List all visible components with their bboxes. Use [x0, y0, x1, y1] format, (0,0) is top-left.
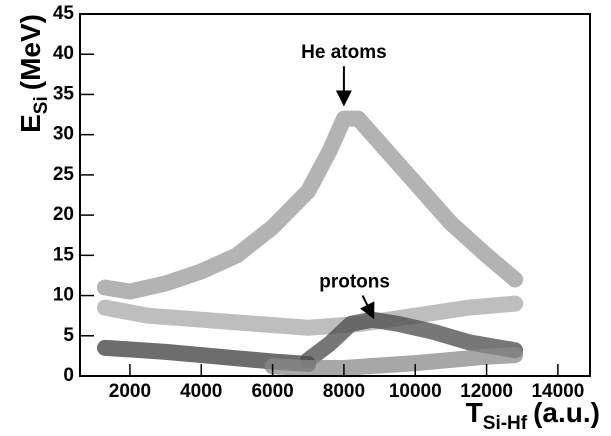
plot-frame [79, 13, 591, 377]
annotation: He atoms [301, 42, 387, 63]
y-axis-label: ESi (MeV) [15, 14, 52, 133]
x-tick-label: 14000 [531, 381, 584, 402]
y-tick-label: 45 [53, 3, 75, 24]
x-tick-label: 4000 [180, 381, 222, 402]
y-tick-label: 40 [53, 43, 74, 64]
y-tick-label: 35 [53, 83, 75, 104]
y-tick-label: 10 [53, 285, 74, 306]
x-tick-label: 12000 [460, 381, 513, 402]
x-axis-label-main: T [466, 397, 483, 428]
density-band [264, 347, 524, 376]
y-tick-label: 0 [63, 365, 74, 386]
y-axis-label-main: E [15, 114, 46, 133]
x-tick-label: 10000 [389, 381, 442, 402]
density-band [96, 295, 524, 336]
y-tick-label: 25 [53, 164, 75, 185]
y-tick-label: 30 [53, 124, 74, 145]
y-tick-label: 5 [63, 325, 74, 346]
y-axis-label-sub: Si [31, 96, 52, 114]
x-tick-label: 8000 [323, 381, 365, 402]
y-tick-label: 15 [53, 244, 75, 265]
y-tick-label: 20 [53, 204, 74, 225]
x-axis-label-unit: (a.u.) [533, 397, 600, 428]
x-axis-label: TSi-Hf (a.u.) [466, 397, 600, 434]
plot-area [96, 110, 524, 376]
density-band [300, 311, 524, 368]
x-tick-label: 2000 [109, 381, 151, 402]
density-band [96, 110, 524, 300]
y-axis-label-unit: (MeV) [15, 14, 46, 90]
annotation-arrow [359, 295, 375, 320]
x-tick-label: 6000 [251, 381, 293, 402]
x-axis-label-sub: Si-Hf [483, 413, 528, 434]
annotation: protons [319, 272, 390, 293]
